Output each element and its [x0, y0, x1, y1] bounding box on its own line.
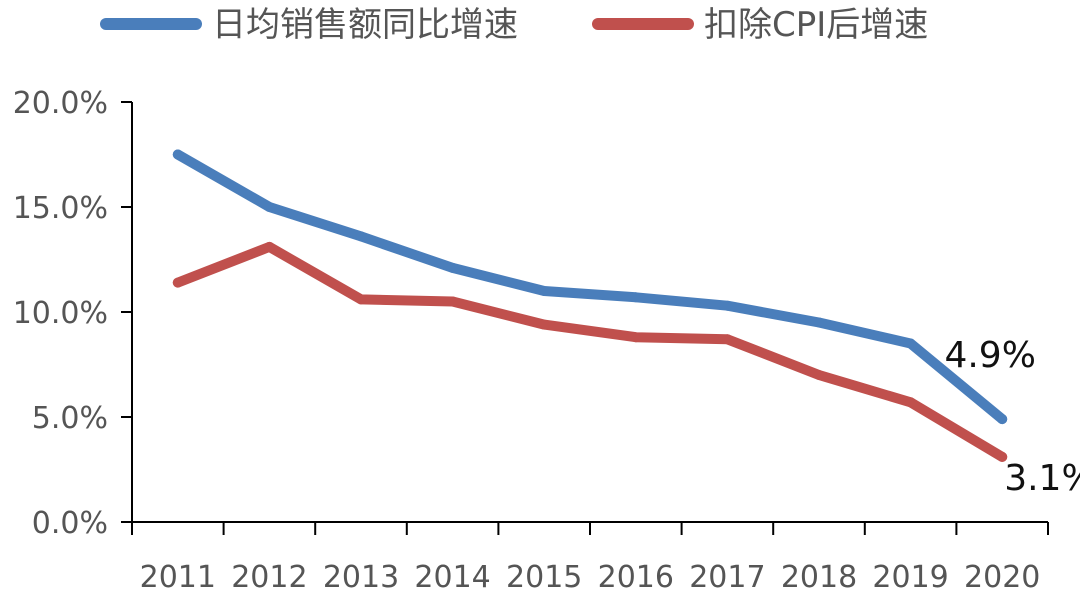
data-point-series-1: [447, 296, 458, 307]
x-tick-label: 2020: [964, 560, 1040, 594]
x-tick-label: 2015: [506, 560, 582, 594]
y-axis: 0.0% 5.0% 10.0% 15.0% 20.0%: [13, 86, 133, 541]
data-point-series-1: [630, 332, 641, 343]
x-axis: 2011 2012 2013 2014 2015 2016 2017 2018 2019 2020: [131, 521, 1049, 594]
y-tick-label: 0.0%: [32, 506, 108, 541]
data-point-series-0: [997, 414, 1008, 425]
x-tick-label: 2017: [689, 560, 765, 594]
data-point-series-1: [814, 370, 824, 380]
y-tick-label: 10.0%: [13, 296, 108, 331]
series-line-1: [172, 241, 1008, 462]
data-point-series-0: [172, 149, 183, 160]
data-point-series-1: [997, 451, 1008, 462]
data-point-series-0: [356, 231, 366, 242]
data-point-series-1: [539, 319, 550, 330]
data-point-series-1: [722, 334, 733, 345]
series-layer: [172, 149, 1008, 462]
data-point-series-0: [905, 338, 916, 349]
data-point-series-0: [630, 292, 641, 303]
x-tick-label: 2012: [231, 560, 307, 594]
x-tick-label: 2016: [598, 560, 674, 594]
x-tick-label: 2014: [414, 560, 490, 594]
data-label-series-1: 3.1%: [1004, 458, 1080, 499]
data-point-series-0: [447, 262, 458, 273]
data-point-series-0: [814, 317, 824, 328]
data-point-series-1: [905, 397, 916, 408]
data-label-series-0: 4.9%: [944, 335, 1035, 376]
y-tick-label: 5.0%: [32, 401, 108, 436]
legend: 日均销售额同比增速 扣除CPI后增速: [100, 5, 928, 45]
legend-label-series-0: 日均销售额同比增速: [212, 5, 518, 45]
data-point-series-1: [264, 241, 275, 252]
data-point-series-0: [722, 300, 733, 311]
data-point-series-0: [264, 202, 275, 212]
data-labels: 4.9% 3.1%: [944, 335, 1080, 499]
data-point-series-0: [539, 286, 550, 296]
x-tick-label: 2013: [323, 560, 399, 594]
y-tick-label: 20.0%: [13, 86, 108, 121]
x-tick-label: 2011: [140, 560, 216, 594]
data-point-series-1: [172, 277, 183, 288]
series-line-0: [172, 149, 1008, 425]
x-tick-label: 2018: [781, 560, 857, 594]
y-tick-label: 15.0%: [13, 191, 108, 226]
data-point-series-1: [356, 294, 366, 305]
legend-label-series-1: 扣除CPI后增速: [704, 5, 928, 45]
x-tick-label: 2019: [872, 560, 948, 594]
